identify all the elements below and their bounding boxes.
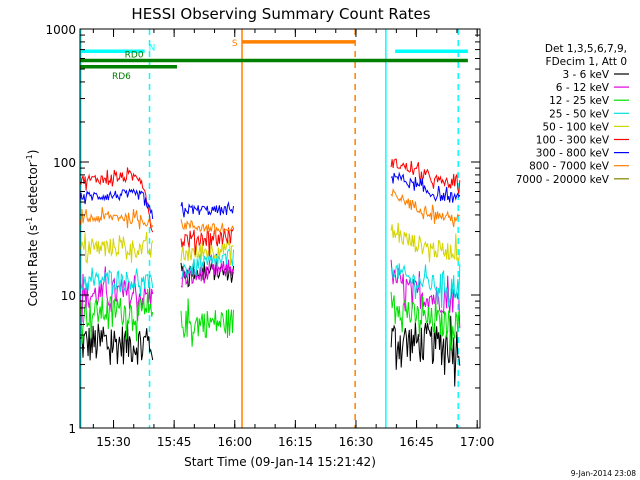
series-line bbox=[79, 231, 154, 265]
series-line bbox=[79, 266, 154, 323]
legend-entry-label: 100 - 300 keV bbox=[536, 135, 610, 147]
series-line bbox=[79, 188, 154, 220]
vertical-markers bbox=[80, 29, 459, 428]
series-line bbox=[79, 167, 154, 233]
flag-label: RD6 bbox=[112, 72, 131, 82]
y-label-mid: detector bbox=[26, 162, 40, 217]
series-line bbox=[390, 222, 461, 263]
series-line bbox=[79, 288, 154, 344]
series-line bbox=[180, 201, 234, 218]
plot-frame bbox=[79, 28, 481, 429]
legend-entry-label: 6 - 12 keV bbox=[556, 82, 610, 94]
series-line bbox=[180, 238, 234, 266]
x-axis: 15:30 15:45 16:00 16:15 16:30 16:45 17:00 bbox=[92, 29, 495, 449]
series-lines bbox=[79, 158, 461, 387]
x-tick-label: 15:30 bbox=[96, 435, 131, 449]
series-line bbox=[390, 188, 461, 228]
series-line bbox=[79, 267, 154, 296]
y-tick-label: 100 bbox=[53, 156, 76, 170]
legend-entry-label: 300 - 800 keV bbox=[536, 148, 610, 160]
x-tick-label: 16:15 bbox=[278, 435, 313, 449]
series-line bbox=[79, 207, 154, 230]
series-line bbox=[180, 249, 234, 280]
x-axis-label: Start Time (09-Jan-14 15:21:42) bbox=[184, 455, 376, 469]
y-tick-label: 10 bbox=[61, 289, 76, 303]
flag-label: S bbox=[232, 39, 238, 49]
y-tick-label: 1000 bbox=[45, 23, 76, 37]
x-tick-label: 17:00 bbox=[460, 435, 495, 449]
y-axis-label: Count Rate (s-1 detector-1) bbox=[25, 150, 40, 307]
legend-entry-label: 800 - 7000 keV bbox=[529, 161, 610, 173]
series-line bbox=[390, 291, 461, 352]
flag-label: RD0 bbox=[125, 50, 144, 60]
series-line bbox=[390, 259, 461, 329]
x-tick-label: 16:45 bbox=[399, 435, 434, 449]
x-tick-label: 16:30 bbox=[339, 435, 374, 449]
legend-header-2: FDecim 1, Att 0 bbox=[546, 56, 627, 68]
series-line bbox=[390, 171, 461, 203]
series-line bbox=[390, 158, 461, 194]
series-line bbox=[390, 263, 461, 309]
y-label-main: Count Rate (s bbox=[26, 225, 40, 307]
legend-entry-label: 25 - 50 keV bbox=[549, 108, 610, 120]
legend-entry-label: 12 - 25 keV bbox=[549, 95, 610, 107]
legend-entry-label: 7000 - 20000 keV bbox=[516, 174, 610, 186]
series-line bbox=[180, 298, 234, 347]
flag-label: N bbox=[149, 43, 156, 53]
y-label-sup1: -1 bbox=[25, 217, 34, 225]
y-label-end: ) bbox=[26, 150, 40, 155]
y-tick-label: 1 bbox=[68, 422, 76, 436]
legend-entry-label: 3 - 6 keV bbox=[562, 69, 609, 81]
timestamp: 9-Jan-2014 23:08 bbox=[571, 469, 636, 478]
chart-title: HESSI Observing Summary Count Rates bbox=[131, 5, 430, 23]
legend: Det 1,3,5,6,7,9, FDecim 1, Att 0 3 - 6 k… bbox=[516, 43, 629, 186]
series-line bbox=[390, 315, 461, 387]
legend-header-1: Det 1,3,5,6,7,9, bbox=[545, 43, 627, 55]
state-flags: N S RD0 RD6 bbox=[80, 39, 468, 82]
y-label-sup2: -1 bbox=[25, 154, 34, 162]
series-line bbox=[79, 322, 154, 365]
x-tick-label: 16:00 bbox=[217, 435, 252, 449]
legend-entry-label: 50 - 100 keV bbox=[542, 121, 609, 133]
x-tick-label: 15:45 bbox=[157, 435, 192, 449]
y-axis: 1 10 100 1000 bbox=[45, 23, 480, 436]
series-line bbox=[180, 219, 234, 236]
